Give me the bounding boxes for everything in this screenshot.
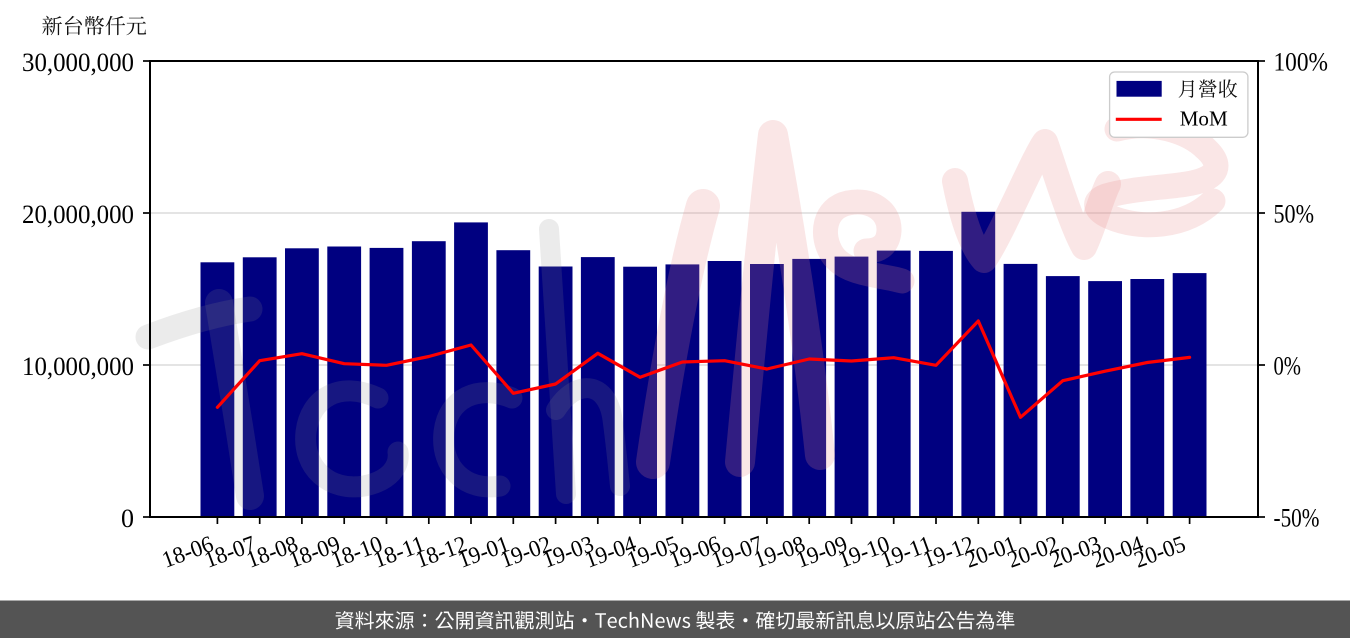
- svg-text:0%: 0%: [1274, 352, 1302, 381]
- svg-text:30,000,000: 30,000,000: [22, 48, 134, 77]
- svg-text:-50%: -50%: [1274, 504, 1320, 533]
- svg-text:50%: 50%: [1274, 200, 1315, 229]
- svg-text:100%: 100%: [1274, 48, 1329, 77]
- svg-text:10,000,000: 10,000,000: [22, 352, 134, 381]
- svg-text:20,000,000: 20,000,000: [22, 200, 134, 229]
- svg-text:0: 0: [121, 504, 134, 533]
- svg-text:MoM: MoM: [1180, 107, 1228, 131]
